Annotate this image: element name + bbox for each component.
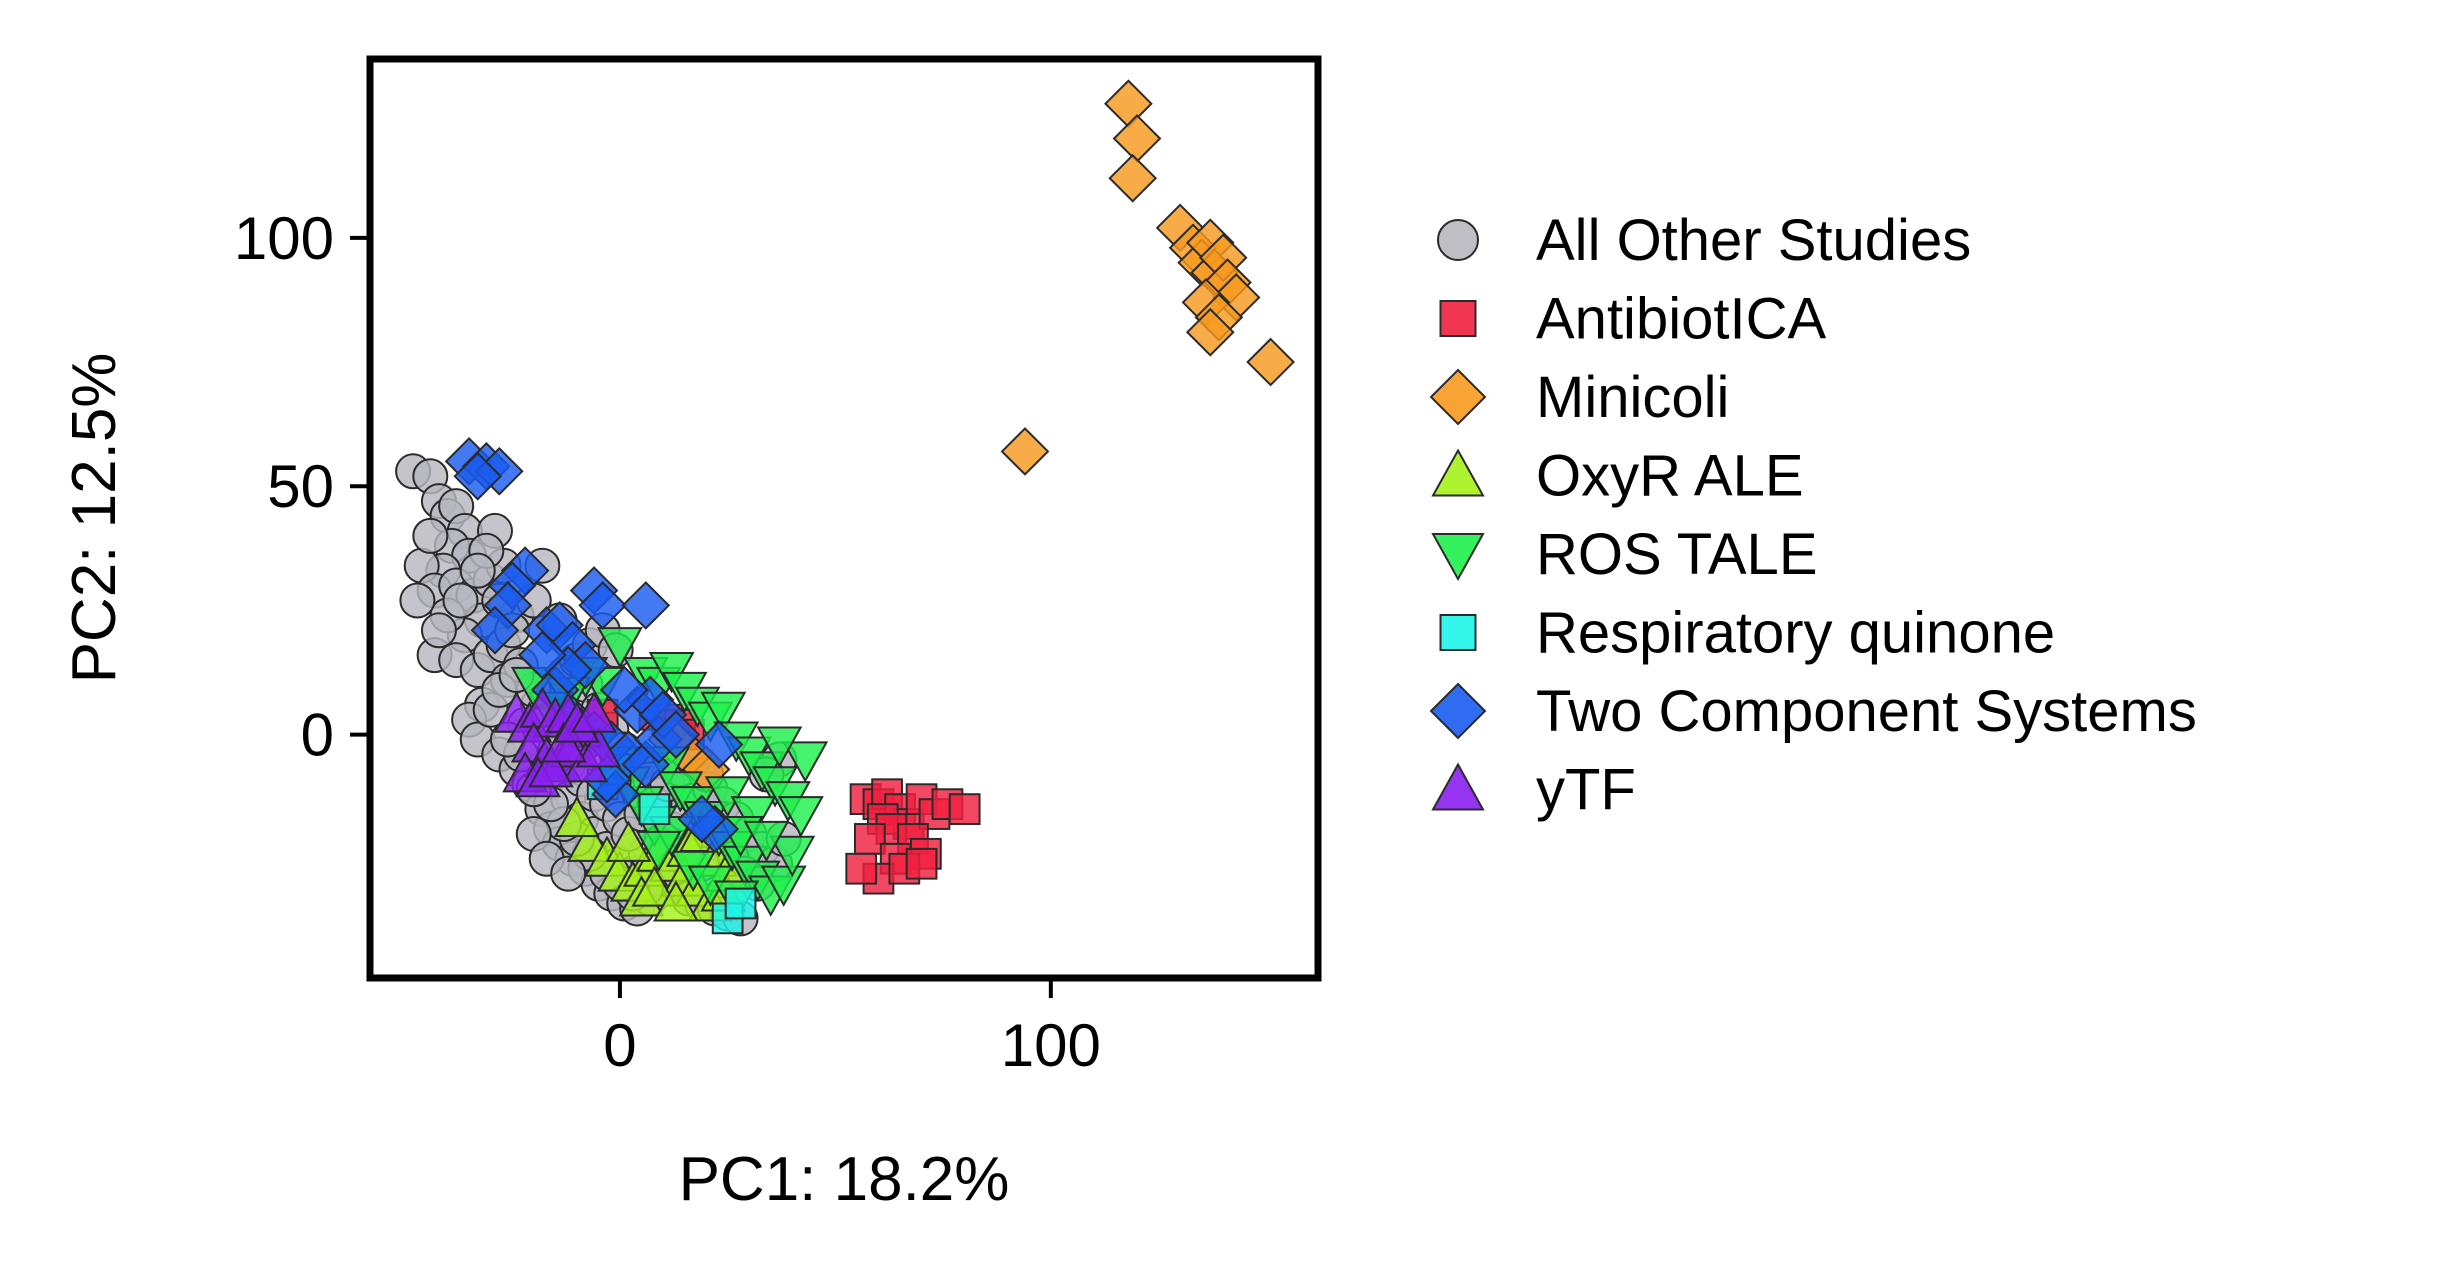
data-point xyxy=(756,726,803,768)
legend-marker xyxy=(1431,762,1485,811)
data-point xyxy=(1185,307,1235,357)
y-tick-label: 0 xyxy=(301,702,334,769)
legend-marker xyxy=(1429,682,1487,740)
legend-label: Two Component Systems xyxy=(1536,679,2197,744)
data-point xyxy=(453,451,503,501)
data-point xyxy=(420,612,457,649)
data-point xyxy=(760,865,807,907)
data-point xyxy=(1104,79,1153,129)
x-axis-label: PC1: 18.2% xyxy=(679,1145,1010,1214)
data-point xyxy=(571,691,618,733)
legend-marker xyxy=(1439,300,1477,337)
legend-label: OxyR ALE xyxy=(1536,444,1804,509)
data-point xyxy=(1108,153,1158,203)
x-axis: 0 100 xyxy=(603,981,1101,1079)
series-ytf xyxy=(493,686,622,798)
data-point xyxy=(578,581,628,630)
data-point xyxy=(635,830,682,873)
data-point xyxy=(1246,337,1295,387)
legend-item: yTF xyxy=(1431,758,1636,823)
data-point xyxy=(651,710,701,759)
series-minicoli xyxy=(647,79,1295,794)
legend: All Other Studies AntibiotICA Minicoli OxyR… xyxy=(1429,208,2197,823)
legend-label: yTF xyxy=(1536,758,1636,823)
legend-label: All Other Studies xyxy=(1536,208,1971,273)
legend-label: Minicoli xyxy=(1536,365,1729,430)
data-point xyxy=(853,823,886,855)
data-point xyxy=(399,582,436,619)
data-point xyxy=(412,517,449,554)
legend-item: AntibiotICA xyxy=(1439,287,1826,352)
data-point xyxy=(575,726,622,768)
data-point xyxy=(694,720,744,769)
y-axis: 0 50 100 xyxy=(234,205,367,769)
data-point xyxy=(638,793,671,825)
data-point xyxy=(442,582,479,619)
data-point xyxy=(769,835,816,878)
data-point xyxy=(517,630,567,680)
data-point xyxy=(550,855,587,892)
data-point xyxy=(528,746,574,788)
legend-label: AntibiotICA xyxy=(1536,287,1826,352)
data-point xyxy=(743,820,790,863)
data-point xyxy=(700,691,747,734)
data-point xyxy=(777,796,824,838)
data-point xyxy=(948,793,981,825)
data-point xyxy=(905,847,938,880)
data-point xyxy=(724,887,757,920)
legend-marker xyxy=(1431,533,1485,582)
legend-marker xyxy=(1429,368,1487,426)
data-point xyxy=(459,552,496,589)
data-point xyxy=(782,741,829,783)
plot-frame xyxy=(366,55,1322,982)
legend-marker xyxy=(1431,448,1485,497)
data-point xyxy=(596,627,643,669)
data-point xyxy=(1112,114,1162,163)
legend-item: ROS TALE xyxy=(1431,522,1818,587)
data-point xyxy=(652,880,699,922)
data-point xyxy=(553,795,600,838)
x-tick-label: 100 xyxy=(1001,1012,1101,1079)
legend-marker xyxy=(1437,219,1479,261)
legend-marker xyxy=(1439,614,1477,651)
legend-item: Minicoli xyxy=(1429,365,1729,430)
data-point xyxy=(845,852,878,885)
data-point xyxy=(599,665,649,715)
y-tick-label: 100 xyxy=(234,205,334,272)
points-layer xyxy=(395,79,1295,937)
data-point xyxy=(605,820,652,862)
legend-label: ROS TALE xyxy=(1536,522,1818,587)
data-point xyxy=(470,605,520,655)
data-point xyxy=(621,581,671,630)
y-axis-label: PC2: 12.5% xyxy=(60,353,129,684)
data-point xyxy=(631,865,678,907)
legend-item: Respiratory quinone xyxy=(1439,601,2055,666)
data-point xyxy=(1000,427,1050,476)
legend-label: Respiratory quinone xyxy=(1536,601,2055,666)
data-point xyxy=(677,794,727,844)
legend-item: Two Component Systems xyxy=(1429,679,2197,744)
legend-item: All Other Studies xyxy=(1437,208,1971,273)
y-tick-label: 50 xyxy=(267,453,334,520)
legend-item: OxyR ALE xyxy=(1431,444,1804,509)
x-tick-label: 0 xyxy=(603,1012,636,1079)
